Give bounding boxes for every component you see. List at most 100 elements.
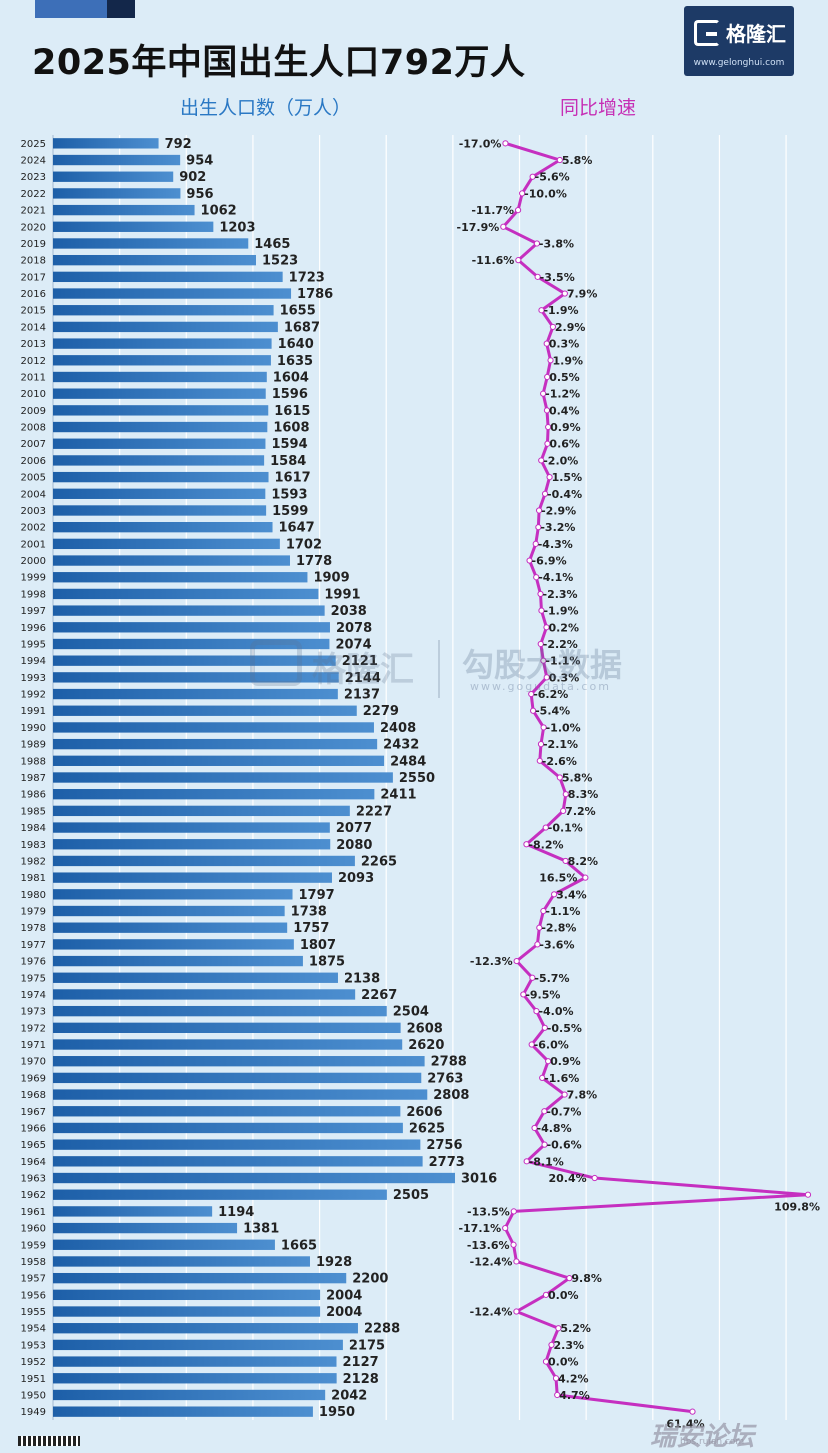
bar-value-2002: 1647 [279, 521, 315, 536]
year-label-1970: 1970 [21, 1057, 46, 1068]
year-label-2007: 2007 [21, 439, 46, 450]
watermark-url: www.gogudata.com [470, 680, 611, 693]
growth-point-1988 [536, 757, 543, 764]
growth-point-1976 [513, 957, 520, 965]
bar-1966 [53, 1122, 403, 1134]
bar-1981 [53, 872, 332, 883]
growth-label-2018: -11.6% [472, 254, 515, 267]
year-label-1952: 1952 [21, 1357, 46, 1368]
bar-1957 [53, 1272, 347, 1284]
year-label-1949: 1949 [21, 1407, 46, 1418]
growth-label-1992: -6.2% [533, 688, 568, 701]
bar-value-2022: 956 [186, 187, 213, 202]
year-label-2012: 2012 [21, 356, 46, 367]
growth-point-2010 [540, 390, 547, 397]
growth-label-1990: -1.0% [546, 721, 581, 734]
growth-point-1977 [534, 941, 541, 948]
growth-label-1994: -1.1% [545, 655, 580, 668]
growth-point-1993 [543, 674, 550, 681]
bar-value-2005: 1617 [275, 471, 311, 486]
year-label-1956: 1956 [21, 1290, 46, 1301]
bar-value-1986: 2411 [380, 788, 416, 803]
growth-label-2012: 1.9% [553, 354, 584, 367]
brand-logo-icon [694, 20, 720, 46]
bar-series [53, 138, 455, 1417]
bar-1977 [53, 939, 294, 950]
bar-value-1973: 2504 [393, 1005, 429, 1020]
growth-label-1970: 0.9% [550, 1055, 581, 1068]
brand-url: www.gelonghui.com [693, 58, 785, 68]
bar-value-2004: 1593 [271, 487, 307, 502]
growth-label-1974: -9.5% [525, 988, 560, 1001]
bar-1965 [53, 1139, 421, 1150]
bar-value-1985: 2227 [356, 804, 392, 819]
year-label-2023: 2023 [21, 172, 46, 183]
watermark-divider [438, 640, 440, 698]
year-label-1958: 1958 [21, 1257, 46, 1268]
bar-value-2012: 1635 [277, 354, 313, 369]
bar-value-1952: 2127 [343, 1355, 379, 1370]
year-label-2008: 2008 [21, 423, 46, 434]
year-label-1994: 1994 [21, 656, 46, 667]
bar-1985 [53, 805, 350, 817]
year-label-1957: 1957 [21, 1274, 46, 1285]
growth-label-2010: -1.2% [545, 388, 580, 401]
bar-2020 [53, 221, 214, 232]
bar-value-2020: 1203 [219, 220, 255, 235]
year-label-2010: 2010 [21, 389, 46, 400]
bar-1963 [53, 1172, 455, 1184]
bar-value-1958: 1928 [316, 1255, 352, 1270]
bar-1976 [53, 955, 303, 967]
bar-1987 [53, 772, 393, 783]
growth-point-1951 [552, 1375, 560, 1382]
bar-1956 [53, 1289, 321, 1301]
growth-label-1952: 0.0% [548, 1356, 579, 1369]
growth-point-1980 [551, 891, 558, 898]
bar-value-1992: 2137 [344, 688, 380, 703]
bar-1961 [53, 1206, 213, 1217]
growth-label-1965: -0.6% [547, 1139, 582, 1152]
bar-value-1998: 1991 [324, 587, 360, 602]
bar-value-1968: 2808 [433, 1088, 469, 1103]
bar-value-1990: 2408 [380, 721, 416, 736]
bar-value-1974: 2267 [361, 988, 397, 1003]
bar-value-1967: 2606 [406, 1105, 442, 1120]
year-label-2000: 2000 [21, 556, 46, 567]
growth-label-2020: -17.9% [457, 221, 500, 234]
bar-value-1979: 1738 [291, 905, 327, 920]
year-label-2019: 2019 [21, 239, 46, 250]
year-label-1987: 1987 [21, 773, 46, 784]
brand-logo[interactable]: 格隆汇 www.gelonghui.com [684, 6, 794, 76]
year-label-2004: 2004 [21, 489, 46, 500]
year-label-1954: 1954 [21, 1324, 46, 1335]
bar-1997 [53, 605, 325, 616]
bar-value-2021: 1062 [201, 204, 237, 219]
growth-label-1956: 0.0% [548, 1289, 579, 1302]
growth-label-1966: -4.8% [537, 1122, 572, 1135]
bar-value-1960: 1381 [243, 1222, 279, 1237]
chart-title: 2025年中国出生人口792万人 [32, 43, 526, 83]
growth-point-2001 [532, 540, 539, 547]
year-label-1984: 1984 [21, 823, 46, 834]
growth-point-1986 [562, 791, 569, 798]
growth-label-1967: -0.7% [546, 1105, 581, 1118]
year-label-1968: 1968 [21, 1090, 46, 1101]
watermark-logo-icon [250, 640, 302, 686]
growth-point-2014 [549, 323, 557, 331]
bar-1994 [53, 655, 336, 666]
growth-point-2012 [547, 357, 554, 364]
year-label-2013: 2013 [21, 339, 46, 350]
growth-label-1968: 7.8% [567, 1089, 598, 1102]
growth-label-2001: -4.3% [538, 538, 573, 551]
growth-point-1992 [528, 690, 535, 698]
growth-label-1998: -2.3% [543, 588, 578, 601]
growth-point-1974 [520, 991, 527, 998]
growth-point-1961 [510, 1208, 517, 1215]
growth-label-2023: -5.6% [535, 171, 570, 184]
bar-value-1995: 2074 [335, 637, 371, 652]
bar-1958 [53, 1256, 310, 1267]
growth-point-1978 [536, 924, 543, 931]
growth-point-1968 [561, 1091, 568, 1098]
bar-1988 [53, 755, 385, 766]
